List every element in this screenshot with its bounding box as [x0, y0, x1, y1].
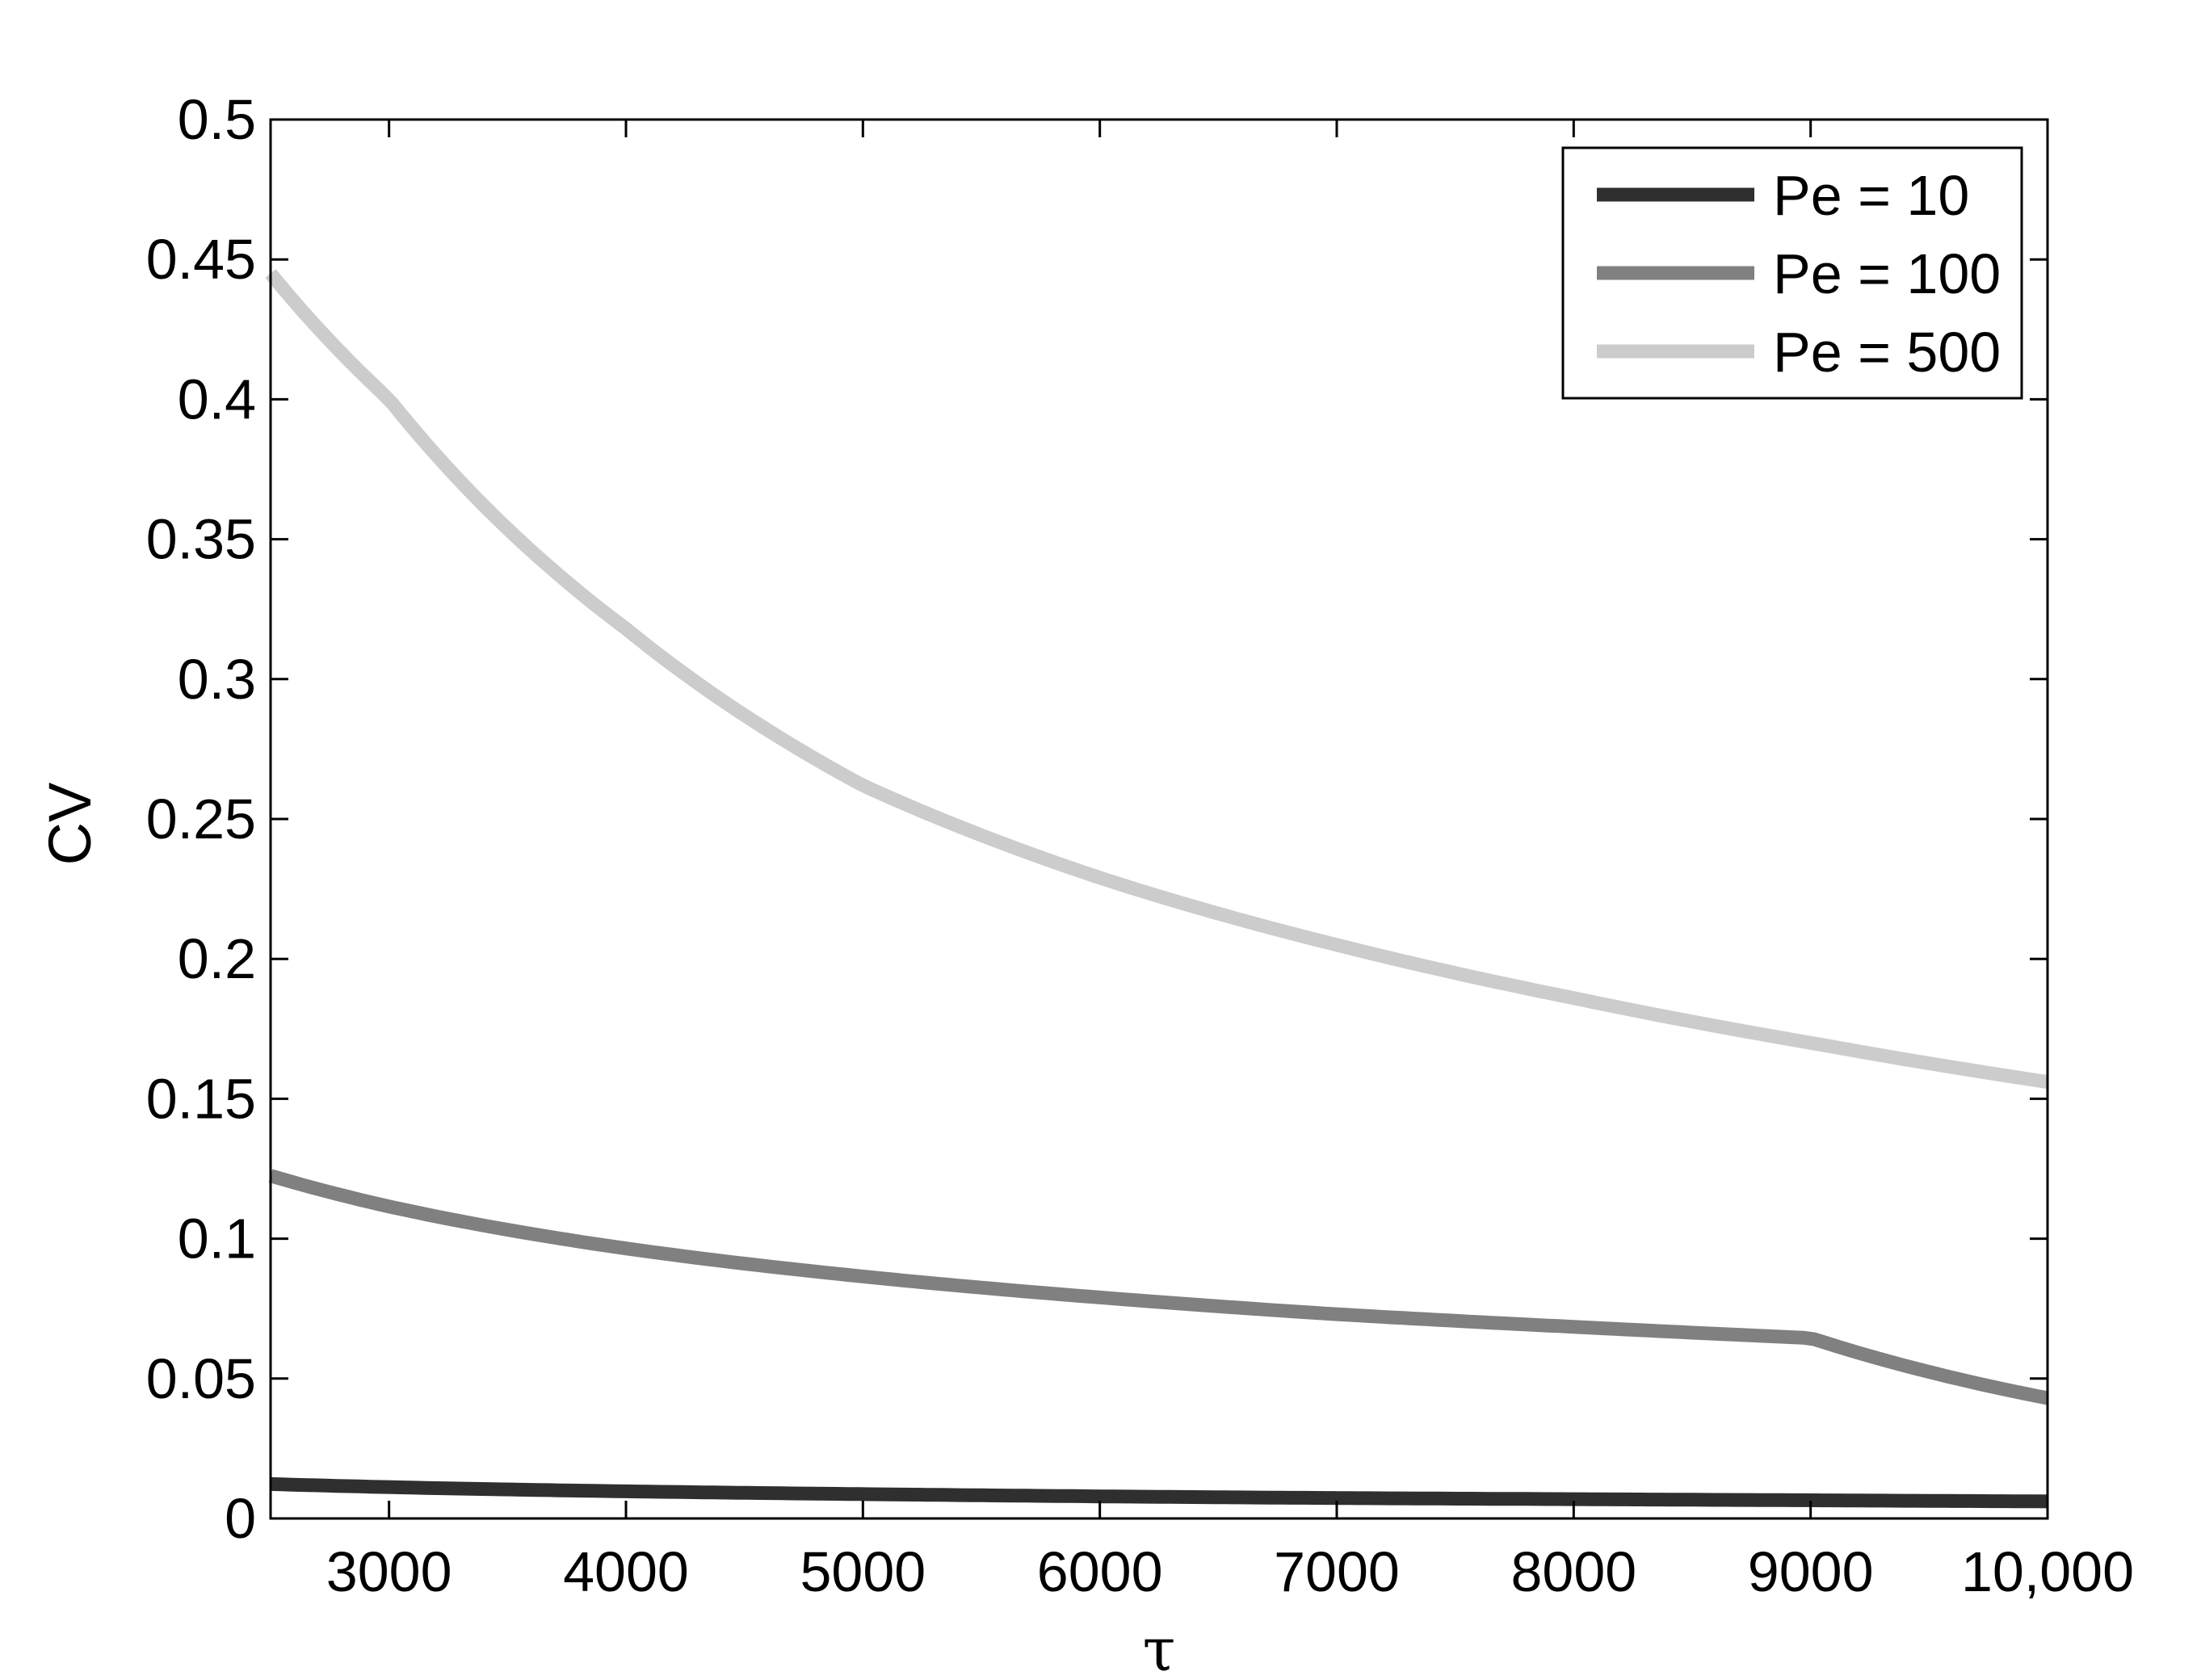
y-tick-label: 0.3 — [178, 648, 256, 711]
x-tick-label: 8000 — [1510, 1540, 1636, 1603]
series-layer — [265, 269, 2049, 1509]
x-tick-label: 6000 — [1037, 1540, 1163, 1603]
x-tick-label: 10,000 — [1961, 1540, 2134, 1603]
y-tick-label: 0 — [225, 1487, 256, 1550]
y-tick-label: 0.15 — [146, 1067, 256, 1130]
legend-label: Pe = 10 — [1773, 164, 1969, 227]
y-tick-label: 0.5 — [178, 88, 256, 151]
y-tick-label: 0.35 — [146, 508, 256, 571]
x-tick-label: 7000 — [1274, 1540, 1400, 1603]
x-axis-label: τ — [1143, 1615, 1176, 1680]
y-tick-label: 0.2 — [178, 927, 256, 990]
y-tick-label: 0.25 — [146, 788, 256, 850]
series-line-1 — [270, 1476, 2048, 1509]
x-tick-label: 9000 — [1748, 1540, 1874, 1603]
x-tick-label: 5000 — [800, 1540, 926, 1603]
legend-label: Pe = 100 — [1773, 242, 2001, 305]
y-axis-label: CV — [36, 782, 103, 865]
x-axis: 3000 4000 5000 6000 7000 8000 9000 10,000 — [326, 120, 2134, 1603]
series-line-2 — [268, 1169, 2049, 1405]
x-tick-label: 3000 — [326, 1540, 452, 1603]
series-line-3 — [265, 269, 2049, 1090]
y-axis: 0 0.05 0.1 0.15 0.2 0.25 0.3 0.35 0.4 0.45 0.5 — [146, 88, 2048, 1550]
y-tick-label: 0.45 — [146, 228, 256, 291]
y-tick-label: 0.1 — [178, 1208, 256, 1270]
legend-label: Pe = 500 — [1773, 321, 2001, 384]
x-tick-label: 4000 — [563, 1540, 689, 1603]
y-tick-label: 0.4 — [178, 368, 256, 430]
y-tick-label: 0.05 — [146, 1347, 256, 1410]
legend: Pe = 10 Pe = 100 Pe = 500 — [1561, 146, 2023, 400]
